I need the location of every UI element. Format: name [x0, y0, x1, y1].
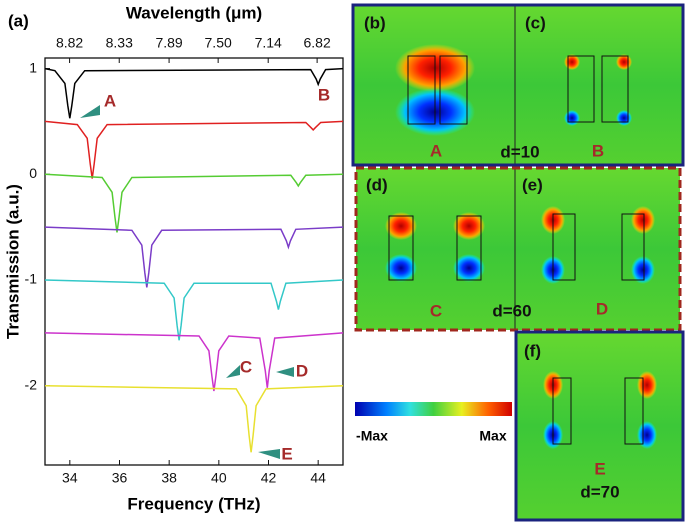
map-bg	[516, 332, 683, 520]
y-axis-title: Transmission (a.u.)	[3, 184, 22, 339]
spectra: 34 36 38 40 42 44 8.82 8.33 7.89 7.50 7.14 6.82 1 0 -1…	[3, 3, 344, 513]
x2-tick-label: 7.14	[255, 35, 282, 51]
annotation: D	[296, 361, 308, 380]
colorbar-max: Max	[479, 428, 506, 444]
mode-label: A	[430, 141, 442, 160]
frame	[354, 166, 682, 332]
panel-label: (f)	[524, 341, 541, 360]
resonator	[439, 55, 468, 125]
panel-label: (c)	[525, 13, 546, 32]
annotation: B	[318, 85, 330, 104]
y-tick-label: -1	[25, 271, 38, 287]
annotation-arrow	[276, 367, 294, 377]
field-lobe	[631, 256, 655, 284]
x-axis-title: Frequency (THz)	[127, 494, 260, 513]
annotation: A	[104, 91, 116, 110]
x-tick-label: 40	[211, 470, 227, 486]
field-lobe	[564, 110, 580, 126]
y-tick-label: 0	[29, 165, 37, 181]
field-lobe	[637, 371, 657, 399]
frame	[351, 3, 685, 167]
x2-tick-label: 7.89	[155, 35, 182, 51]
mode-label: C	[430, 301, 442, 320]
separation: d=60	[492, 301, 531, 320]
panel-label: (a)	[8, 11, 29, 30]
annotation-arrow	[258, 449, 280, 459]
field-lobe	[631, 206, 655, 234]
y-tick-label: 1	[29, 59, 37, 75]
panel-label: (b)	[364, 13, 386, 32]
x2-tick-label: 8.33	[106, 35, 133, 51]
spectrum-line	[44, 67, 344, 119]
resonator	[567, 55, 595, 123]
panel-label: (e)	[522, 175, 543, 194]
mode-label: B	[592, 141, 604, 160]
resonator	[552, 213, 576, 281]
resonator	[407, 55, 436, 125]
map-bg	[356, 168, 680, 330]
field-lobe	[385, 254, 417, 282]
colorbar-min: -Max	[356, 428, 388, 444]
frame	[514, 330, 685, 522]
resonator	[456, 215, 482, 281]
x-tick-label: 38	[161, 470, 177, 486]
field-lobe	[637, 421, 657, 449]
x2-tick-label: 6.82	[303, 35, 330, 51]
spectrum-line	[44, 384, 344, 453]
x-tick-label: 42	[261, 470, 277, 486]
x2-axis-title: Wavelength (μm)	[126, 3, 262, 22]
resonator	[624, 377, 644, 445]
resonator	[388, 215, 414, 281]
x2-tick-label: 7.50	[205, 35, 232, 51]
separation: d=70	[580, 482, 619, 501]
mode-label: E	[594, 459, 605, 478]
mode-label: D	[596, 299, 608, 318]
spectrum-line	[44, 226, 344, 288]
field-maps: (b) (c) (d) (e) (f) A B C D E d=10 d=60 …	[351, 3, 685, 522]
field-lobe	[616, 110, 632, 126]
resonator	[601, 55, 629, 123]
annotation: E	[281, 444, 292, 463]
colorbar: -Max Max	[355, 402, 512, 444]
annotation: C	[240, 357, 252, 376]
spectrum-line	[44, 279, 344, 341]
resonator	[621, 213, 645, 281]
separation: d=10	[500, 142, 539, 161]
annotation-arrow	[80, 105, 100, 118]
field-lobe	[453, 212, 485, 240]
field-lobe	[385, 212, 417, 240]
resonator	[552, 377, 572, 445]
panel-label: (d)	[366, 175, 388, 194]
spectrum-line	[44, 120, 344, 179]
plot-area	[44, 57, 344, 466]
x2-tick-label: 8.82	[56, 35, 83, 51]
x-tick-label: 36	[112, 470, 128, 486]
field-lobe	[453, 254, 485, 282]
annotation-arrow	[226, 365, 240, 378]
colorbar-gradient	[355, 402, 512, 416]
spectrum-line	[44, 332, 344, 392]
x-tick-label: 44	[310, 470, 326, 486]
y-tick-label: -2	[25, 376, 38, 392]
map-bg	[353, 5, 683, 165]
spectrum-line	[44, 173, 344, 233]
x-tick-label: 34	[62, 470, 78, 486]
